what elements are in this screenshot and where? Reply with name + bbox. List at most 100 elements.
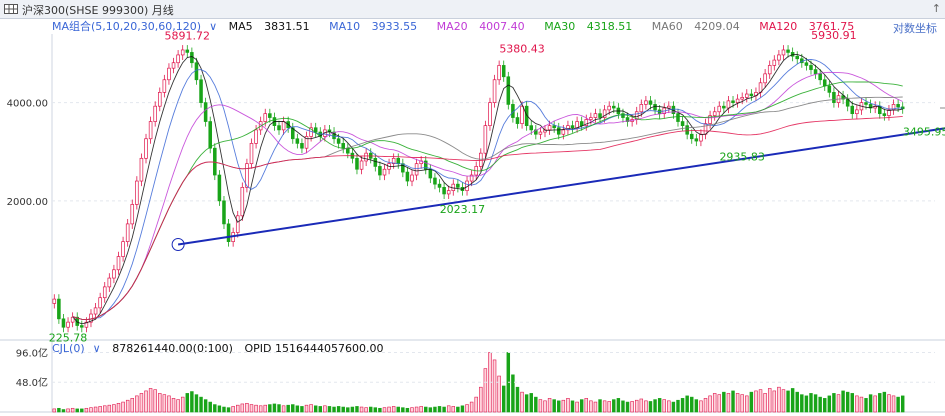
candle-body xyxy=(148,121,153,140)
candle-body xyxy=(98,297,102,309)
volume-bar xyxy=(176,399,180,413)
candle-body xyxy=(52,298,57,304)
candle-body xyxy=(639,104,644,113)
candle-body xyxy=(685,125,689,135)
volume-bar xyxy=(217,405,222,413)
candle-body xyxy=(534,129,538,135)
candle-body xyxy=(694,138,699,142)
candle-body xyxy=(107,277,112,288)
volume-bar xyxy=(373,407,378,413)
volume-bar xyxy=(57,407,61,413)
volume-bar xyxy=(662,399,666,413)
volume-bar xyxy=(323,405,327,413)
volume-bar xyxy=(112,404,116,413)
candle-body xyxy=(180,49,185,56)
ma60-label: MA60 4209.04 xyxy=(651,20,740,33)
candle-body xyxy=(579,121,584,127)
expand-arrow-icon[interactable]: ↑ xyxy=(931,2,941,15)
volume-bar xyxy=(304,404,309,413)
volume-bar xyxy=(868,394,873,413)
volume-bar xyxy=(891,395,896,413)
candle-body xyxy=(194,62,199,81)
volume-bar xyxy=(804,395,809,413)
volume-bar xyxy=(272,403,277,413)
volume-bar xyxy=(502,385,506,413)
grid-icon[interactable] xyxy=(4,4,18,14)
volume-bar xyxy=(712,393,717,413)
volume-bar xyxy=(612,399,616,413)
ma-line xyxy=(72,81,903,321)
ma-group-label[interactable]: MA组合(5,10,20,30,60,120) xyxy=(52,20,202,33)
candle-body xyxy=(203,102,208,122)
volume-bar xyxy=(350,406,355,413)
volume-bar xyxy=(584,398,588,413)
moving-averages xyxy=(72,53,903,325)
candle-body xyxy=(703,123,708,135)
volume-indicator-label[interactable]: CJL(0) xyxy=(52,342,85,355)
candle-body xyxy=(222,200,226,225)
price-annotation: 2935.83 xyxy=(719,150,765,163)
volume-bar xyxy=(699,400,703,413)
support-trendline xyxy=(177,127,945,246)
volume-bar xyxy=(474,396,478,413)
candlesticks xyxy=(52,45,905,333)
candle-body xyxy=(80,325,84,328)
volume-bar xyxy=(245,403,249,413)
volume-bar xyxy=(336,406,341,413)
volume-bar xyxy=(121,401,125,413)
candle-body xyxy=(102,286,107,299)
candle-body xyxy=(157,92,162,107)
log-scale-toggle[interactable]: 对数坐标 xyxy=(893,22,937,35)
volume-bar xyxy=(442,406,446,413)
candle-body xyxy=(488,102,492,127)
candle-body xyxy=(740,97,744,100)
volume-bar xyxy=(800,394,804,413)
volume-bar xyxy=(543,400,547,413)
candle-body xyxy=(295,138,300,144)
candle-body xyxy=(556,127,561,135)
volume-bar xyxy=(167,395,171,413)
candle-body xyxy=(547,125,552,131)
volume-bar xyxy=(116,403,121,413)
volume-bar xyxy=(364,407,368,413)
candle-body xyxy=(277,125,281,131)
candle-body xyxy=(373,157,378,167)
volume-bar xyxy=(524,394,529,413)
volume-bar xyxy=(382,407,387,413)
candle-body xyxy=(864,102,868,105)
volume-axis: 96.0亿 48.0亿 xyxy=(16,346,935,389)
volume-bar xyxy=(777,386,781,413)
candle-body xyxy=(61,318,66,328)
candle-body xyxy=(552,125,556,129)
volume-bar xyxy=(566,398,570,413)
candle-body xyxy=(520,105,524,124)
volume-bar xyxy=(483,368,488,413)
volume-bar xyxy=(570,400,575,413)
volume-bar xyxy=(644,400,648,413)
candle-body xyxy=(135,180,139,205)
volume-bar xyxy=(327,406,332,413)
candle-body xyxy=(644,100,648,105)
candle-body xyxy=(781,49,786,56)
volume-bar xyxy=(726,393,731,413)
volume-bar xyxy=(61,409,66,413)
volume-bar xyxy=(208,401,212,413)
candle-body xyxy=(144,138,148,159)
candle-body xyxy=(795,55,800,60)
candle-body xyxy=(167,67,171,81)
candle-body xyxy=(89,313,93,323)
candle-body xyxy=(217,174,222,202)
candle-body xyxy=(359,160,364,170)
candle-body xyxy=(433,177,437,185)
y-tick-label: 4000.00 xyxy=(7,99,48,110)
volume-bar xyxy=(309,404,313,413)
candle-body xyxy=(538,131,543,135)
candle-body xyxy=(717,105,722,113)
dropdown-chevron-icon[interactable]: ∨ xyxy=(209,20,218,33)
dropdown-chevron-icon[interactable]: ∨ xyxy=(92,342,101,355)
volume-bar xyxy=(745,395,749,413)
candle-body xyxy=(896,104,900,108)
price-annotation: 5930.91 xyxy=(811,29,857,42)
